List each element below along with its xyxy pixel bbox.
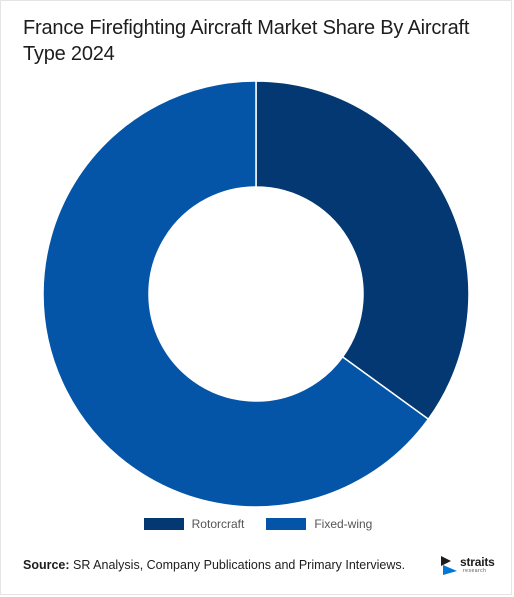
source-note: Source: SR Analysis, Company Publication… xyxy=(23,558,405,572)
legend-swatch xyxy=(266,518,307,530)
donut-svg xyxy=(42,80,470,508)
legend-label: Fixed-wing xyxy=(314,517,373,531)
legend-item-rotorcraft: Rotorcraft xyxy=(143,517,245,531)
source-text: SR Analysis, Company Publications and Pr… xyxy=(69,558,406,572)
logo-subtext: research xyxy=(463,568,487,574)
legend-swatch xyxy=(143,518,184,530)
slice-fixed-wing xyxy=(42,80,430,508)
straits-research-logo: straits research xyxy=(438,554,498,576)
chart-legend: Rotorcraft Fixed-wing xyxy=(1,517,514,531)
donut-chart xyxy=(1,71,514,511)
legend-item-fixed-wing: Fixed-wing xyxy=(266,517,372,531)
legend-label: Rotorcraft xyxy=(191,517,245,531)
slice-rotorcraft xyxy=(255,80,470,421)
chart-title: France Firefighting Aircraft Market Shar… xyxy=(23,17,470,65)
logo-wordmark: straits xyxy=(460,555,495,569)
source-label: Source: xyxy=(23,558,70,572)
straits-logo-icon xyxy=(441,556,457,575)
